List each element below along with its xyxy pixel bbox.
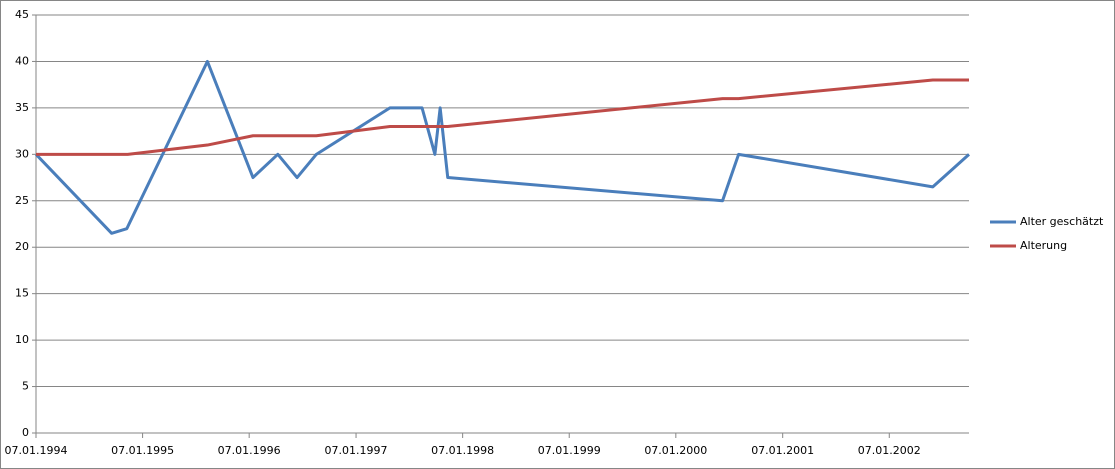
y-tick-label: 30 [15, 147, 29, 160]
y-tick-label: 45 [15, 8, 29, 21]
y-tick-label: 5 [22, 380, 29, 393]
y-tick-label: 35 [15, 101, 29, 114]
x-tick-label: 07.01.2000 [644, 444, 707, 457]
x-tick-label: 07.01.2002 [858, 444, 921, 457]
y-tick-label: 20 [15, 240, 29, 253]
x-tick-label: 07.01.1994 [5, 444, 68, 457]
y-tick-label: 40 [15, 54, 29, 67]
y-tick-label: 15 [15, 287, 29, 300]
x-tick-label: 07.01.1996 [218, 444, 281, 457]
y-tick-label: 10 [15, 333, 29, 346]
x-tick-label: 07.01.1995 [111, 444, 174, 457]
y-tick-label: 0 [22, 426, 29, 439]
x-tick-label: 07.01.2001 [751, 444, 814, 457]
x-tick-label: 07.01.1998 [431, 444, 494, 457]
y-tick-label: 25 [15, 194, 29, 207]
legend-label: Alter geschätzt [1020, 215, 1104, 228]
line-series [34, 59, 971, 235]
legend-label: Alterung [1020, 239, 1067, 252]
x-tick-label: 07.01.1997 [325, 444, 388, 457]
x-tick-label: 07.01.1999 [538, 444, 601, 457]
line-series [36, 78, 969, 156]
